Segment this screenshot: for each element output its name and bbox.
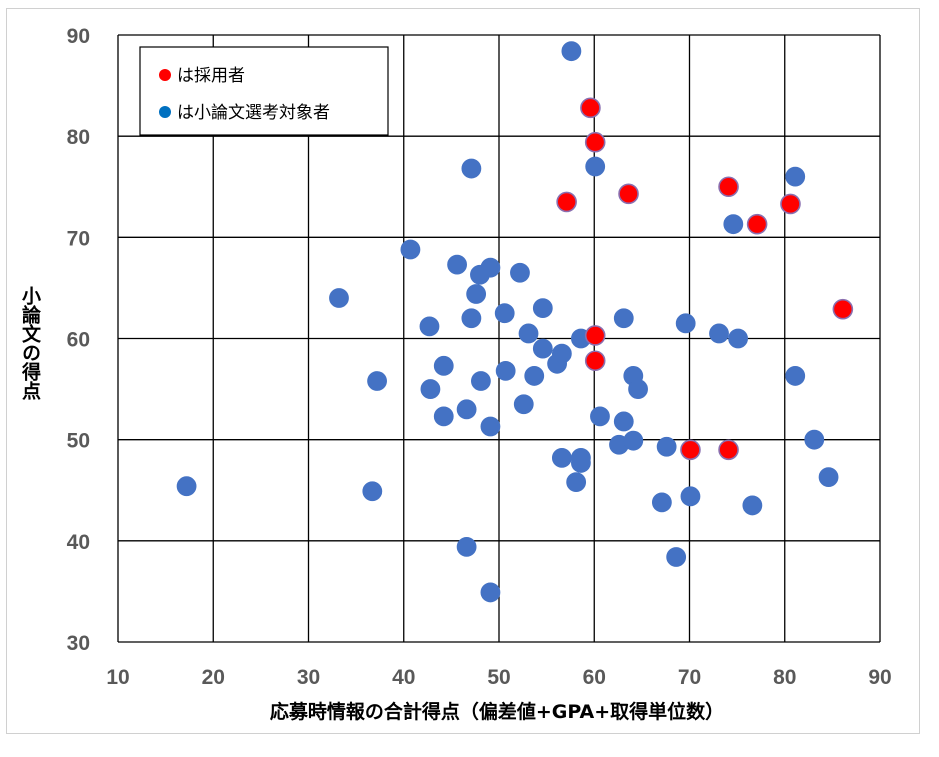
data-point-candidate bbox=[524, 366, 545, 386]
data-point-candidate bbox=[613, 308, 634, 329]
y-tick-label: 90 bbox=[67, 25, 90, 48]
data-point-hired bbox=[584, 325, 606, 346]
y-axis-title: 小論文の得点 bbox=[19, 286, 42, 401]
data-point-candidate bbox=[723, 214, 744, 235]
data-point-candidate bbox=[804, 429, 825, 450]
data-point-hired bbox=[580, 97, 601, 119]
data-point-candidate bbox=[495, 360, 516, 381]
data-point-candidate bbox=[623, 430, 644, 451]
data-point-candidate bbox=[433, 355, 454, 376]
data-point-candidate bbox=[742, 495, 763, 516]
legend: は採用者 は小論文選考対象者 bbox=[139, 46, 389, 136]
data-point-candidate bbox=[329, 288, 349, 308]
data-point-candidate bbox=[728, 328, 748, 349]
data-point-candidate bbox=[613, 411, 634, 432]
data-point-hired bbox=[584, 131, 606, 153]
legend-marker-hired bbox=[159, 69, 171, 81]
data-point-candidate bbox=[785, 166, 806, 187]
x-tick-label: 10 bbox=[106, 666, 129, 689]
data-point-candidate bbox=[176, 476, 197, 497]
data-point-candidate bbox=[466, 284, 487, 304]
data-point-candidate bbox=[551, 343, 572, 364]
data-point-candidate bbox=[566, 472, 587, 493]
y-tick-label: 60 bbox=[67, 329, 90, 352]
data-point-hired bbox=[556, 191, 577, 213]
y-tick-label: 80 bbox=[67, 126, 90, 149]
data-point-candidate bbox=[675, 313, 696, 334]
data-point-candidate bbox=[532, 338, 553, 359]
data-point-candidate bbox=[818, 467, 839, 487]
data-point-hired bbox=[618, 183, 639, 205]
x-tick-label: 90 bbox=[868, 666, 891, 689]
data-point-candidate bbox=[480, 257, 501, 278]
data-point-candidate bbox=[456, 399, 477, 420]
data-point-candidate bbox=[494, 303, 515, 324]
x-axis-ticks: 10 20 30 40 50 60 70 80 90 bbox=[106, 666, 891, 689]
y-tick-label: 40 bbox=[67, 531, 90, 554]
data-point-hired bbox=[718, 176, 739, 198]
x-tick-label: 60 bbox=[583, 666, 606, 689]
x-axis-title: 応募時情報の合計得点（偏差値+GPA+取得単位数） bbox=[270, 700, 724, 723]
data-point-candidate bbox=[785, 366, 806, 386]
legend-label-candidates: は小論文選考対象者 bbox=[177, 103, 330, 123]
data-point-candidate bbox=[628, 379, 648, 399]
data-point-candidate bbox=[532, 298, 553, 319]
data-point-hired bbox=[832, 298, 854, 320]
x-tick-label: 30 bbox=[297, 666, 320, 689]
data-point-candidate bbox=[518, 323, 539, 344]
data-point-candidate bbox=[480, 582, 501, 603]
data-points bbox=[176, 41, 854, 603]
chart-frame bbox=[6, 8, 920, 734]
y-tick-label: 70 bbox=[67, 227, 90, 250]
data-point-candidate bbox=[367, 371, 387, 391]
gridlines bbox=[117, 34, 881, 643]
y-tick-label: 50 bbox=[67, 430, 90, 453]
data-point-candidate bbox=[709, 323, 729, 344]
legend-box bbox=[139, 46, 389, 136]
x-tick-label: 80 bbox=[773, 666, 796, 689]
data-point-candidate bbox=[561, 41, 582, 62]
y-tick-label: 30 bbox=[67, 632, 90, 655]
x-tick-label: 40 bbox=[392, 666, 415, 689]
data-point-hired bbox=[780, 193, 801, 215]
data-point-candidate bbox=[433, 406, 454, 427]
data-point-candidate bbox=[420, 379, 441, 399]
data-point-candidate bbox=[471, 371, 491, 391]
x-tick-label: 50 bbox=[487, 666, 510, 689]
data-point-hired bbox=[746, 213, 768, 235]
data-point-candidate bbox=[551, 447, 572, 468]
data-point-candidate bbox=[480, 416, 501, 437]
data-point-hired bbox=[680, 439, 701, 461]
data-point-hired bbox=[718, 439, 739, 461]
data-point-candidate bbox=[571, 453, 591, 473]
data-point-candidate bbox=[400, 239, 421, 260]
legend-label-hired: は採用者 bbox=[177, 66, 245, 86]
data-point-candidate bbox=[651, 492, 672, 513]
data-point-hired bbox=[584, 350, 606, 372]
data-point-candidate bbox=[513, 394, 534, 415]
data-point-candidate bbox=[666, 547, 687, 567]
x-tick-label: 70 bbox=[678, 666, 701, 689]
data-point-candidate bbox=[590, 406, 610, 427]
data-point-candidate bbox=[461, 308, 482, 329]
data-point-candidate bbox=[585, 156, 606, 177]
data-point-candidate bbox=[419, 316, 440, 337]
data-point-candidate bbox=[362, 481, 383, 502]
data-point-candidate bbox=[461, 158, 482, 179]
data-point-candidate bbox=[447, 254, 467, 275]
data-point-candidate bbox=[510, 262, 530, 283]
legend-marker-candidates bbox=[159, 106, 171, 118]
data-point-candidate bbox=[680, 486, 701, 507]
x-tick-label: 20 bbox=[202, 666, 225, 689]
y-axis-ticks: 30 40 50 60 70 80 90 bbox=[67, 25, 90, 655]
data-point-candidate bbox=[656, 436, 677, 457]
data-point-candidate bbox=[456, 537, 477, 557]
